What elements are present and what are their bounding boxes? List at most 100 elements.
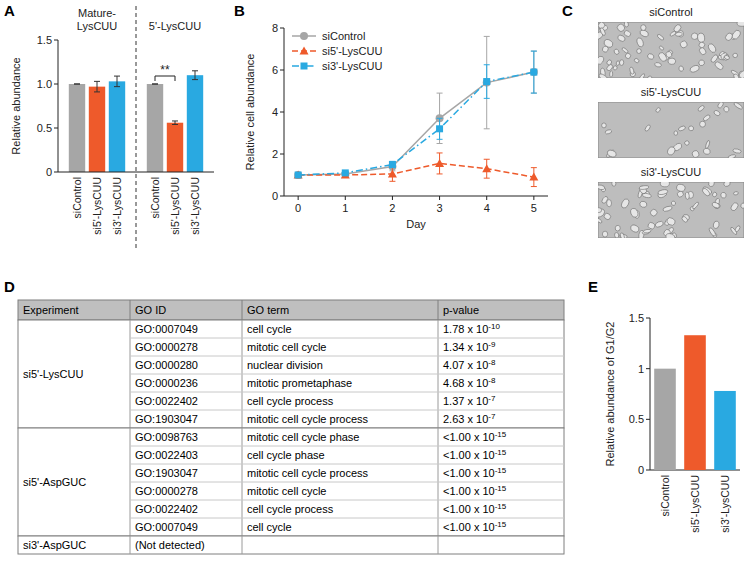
p-value-cell: 2.63 x 10-7 [443,412,496,425]
group-head: 5'-LysCUU [149,20,201,32]
cell [657,33,665,40]
micrograph [598,102,744,158]
cell [724,55,730,61]
p-value-cell: 4.07 x 10-8 [443,358,496,371]
cell [638,73,646,78]
y-axis-line [650,318,651,470]
y-tick-label: 0.5 [629,413,644,425]
header-divider [242,300,243,320]
cell [620,232,626,238]
x-tick [486,196,487,200]
cell [691,33,698,40]
figure: ABCDERelative abundance00.51.01.5Mature-… [0,0,750,588]
cell [681,216,689,224]
group-head: Mature-LysCUU [77,7,118,32]
cell [629,67,635,75]
y-tick [280,28,284,29]
p-value-base: 1.37 x 10 [443,395,488,407]
row-divider [130,338,564,339]
y-tick-label: 0 [46,166,52,178]
error-bar [531,51,537,93]
header-row [18,300,564,320]
bar [109,81,125,172]
cell [647,221,656,230]
go-term-cell: cell cycle phase [247,449,325,461]
note-cell: (Not detected) [135,539,205,551]
error-stem [97,81,98,92]
bar [187,75,203,172]
cell [620,198,630,209]
row-divider [130,482,564,483]
cell [630,224,641,233]
row-divider [130,356,564,357]
group-divider [136,6,137,250]
cell [598,184,605,190]
cell [654,62,662,68]
error-cap [437,118,443,119]
p-value-exponent: -15 [495,484,507,493]
cell [603,212,612,221]
experiment-cell: si3'-AspGUC [23,539,86,551]
series-line [298,72,534,175]
error-bar [437,118,443,139]
error-bar [531,51,537,93]
y-axis-line [58,40,59,172]
column-head: GO term [247,304,289,316]
p-value-cell: <1.00 x 10-15 [443,520,507,533]
error-bar [389,161,395,167]
go-table: ExperimentGO IDGO termp-valuesi5'-LysCUU… [18,300,564,554]
cell [649,208,658,217]
p-value-cell: 1.37 x 10-7 [443,394,496,407]
cell [710,54,719,64]
cell [636,37,644,48]
error-cap [484,98,490,99]
cell [660,182,669,187]
cell [728,154,736,158]
p-value-exponent: -7 [488,394,496,403]
cell [609,71,612,77]
cell [720,192,727,199]
group-head-line: LysCUU [77,20,118,32]
header-divider [130,300,131,320]
error-cap [152,84,158,85]
cell [697,33,705,43]
error-stem [175,121,176,125]
cell [614,232,619,238]
y-tick [54,128,58,129]
go-id-cell: GO:0000280 [135,359,198,371]
legend-marker [300,32,308,40]
column-head: p-value [443,304,479,316]
p-value-base: <1.00 x 10 [443,431,495,443]
go-term-cell: mitotic cell cycle process [247,467,369,479]
cell [603,38,614,48]
cell [675,32,682,37]
cell [657,189,668,198]
y-tick [646,368,650,369]
point-marker [388,169,397,177]
legend-marker [301,63,308,70]
x-axis-title: Day [406,218,426,230]
point-marker [482,164,491,172]
x-tick-label: 0 [295,202,301,214]
go-term-cell: mitotic cell cycle phase [247,431,360,443]
point-marker [342,169,349,176]
bar [714,391,736,470]
cell [723,182,731,187]
column-head: Experiment [23,304,79,316]
micrograph-bg [598,102,744,158]
cell [711,201,720,209]
significance-label: ** [160,63,170,77]
cell [634,58,640,64]
column-head: GO ID [135,304,166,316]
point-marker [294,171,303,179]
error-bar [437,93,443,143]
y-tick [280,196,284,197]
error-bar [94,81,100,92]
error-bar [484,36,490,128]
cell [720,52,730,61]
error-bar [484,65,490,99]
legend: siControlsi5'-LysCUUsi3'-LysCUU [292,30,382,72]
cell [606,59,613,66]
cell [624,52,631,59]
y-tick [646,318,650,319]
